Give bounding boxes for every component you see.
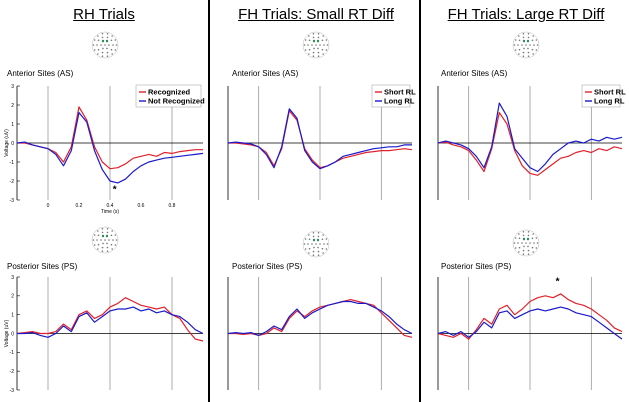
x-tick-label: 0.6 [138, 203, 145, 209]
x-tick-label: 0.2 [76, 203, 83, 209]
chart-fh-small-posterior [227, 277, 413, 390]
x-tick-label: 0.8 [169, 203, 176, 209]
y-tick-label: 1 [11, 312, 14, 318]
series-line-not-recognized [17, 306, 204, 338]
site-label-posterior: Posterior Sites (PS) [7, 262, 78, 271]
panel-title-fh-large: FH Trials: Large RT Diff [447, 6, 605, 23]
panel-divider-right [419, 0, 421, 402]
x-axis-label: Time (s) [101, 209, 119, 215]
site-label-anterior: Anterior Sites (AS) [441, 69, 508, 78]
scalp-map-icon [302, 230, 330, 258]
x-tick-label: 0 [47, 203, 50, 209]
chart-fh-large-posterior: * [437, 277, 623, 390]
legend-label: Short RL [384, 88, 416, 97]
y-tick-label: 2 [11, 294, 14, 300]
y-tick-label: 0 [11, 141, 14, 147]
series-line-long-rl [227, 108, 412, 170]
scalp-map-icon [512, 31, 540, 59]
series-line-long-rl [227, 300, 413, 336]
scalp-map-icon [302, 31, 330, 59]
site-label-anterior: Anterior Sites (AS) [7, 69, 74, 78]
series-line-not-recognized [16, 111, 204, 184]
y-tick-label: -3 [10, 198, 15, 204]
chart-rh-posterior: 3 2 1 0 -1 -2 -3 Voltage (uV) [4, 275, 204, 394]
legend-box [135, 84, 202, 108]
y-tick-label: 3 [11, 84, 14, 90]
legend-label: Recognized [148, 88, 191, 97]
significance-marker: * [556, 277, 560, 288]
legend-label: Long RL [384, 97, 415, 106]
y-tick-label: -2 [10, 179, 15, 185]
panel-title-fh-small: FH Trials: Small RT Diff [238, 6, 394, 23]
series-line-long-rl [437, 102, 623, 173]
legend-label: Not Recognized [148, 97, 205, 106]
series-line-short-rl [437, 293, 623, 340]
chart-rh-anterior: 3 2 1 0 -1 -2 -3 0 0.2 0.4 0.6 0.8 Time (s) Voltage (… [4, 84, 205, 215]
site-label-posterior: Posterior Sites (PS) [441, 262, 512, 271]
y-tick-label: -3 [10, 388, 15, 394]
site-label-anterior: Anterior Sites (AS) [232, 69, 299, 78]
y-tick-label: 2 [11, 103, 14, 109]
x-tick-label: 0.4 [107, 203, 114, 209]
series-line-short-rl [437, 111, 623, 176]
significance-marker: * [113, 184, 117, 195]
y-tick-label: 1 [11, 122, 14, 128]
scalp-map-icon [512, 229, 540, 257]
legend-label: Long RL [594, 97, 625, 106]
y-axis-label: Voltage (uV) [4, 129, 10, 157]
site-label-posterior: Posterior Sites (PS) [232, 262, 303, 271]
scalp-map-icon [91, 31, 119, 59]
panel-divider-left [208, 0, 210, 402]
y-tick-label: 3 [11, 275, 14, 281]
scalp-map-icon [91, 226, 119, 254]
y-tick-label: -1 [10, 160, 15, 166]
series-line-long-rl [437, 306, 623, 340]
panel-title-rh: RH Trials [73, 6, 135, 23]
y-tick-label: -1 [10, 350, 15, 356]
legend-label: Short RL [594, 88, 626, 97]
y-tick-label: -2 [10, 369, 15, 375]
y-tick-label: 0 [11, 331, 14, 337]
y-axis-label: Voltage (uV) [4, 319, 10, 347]
